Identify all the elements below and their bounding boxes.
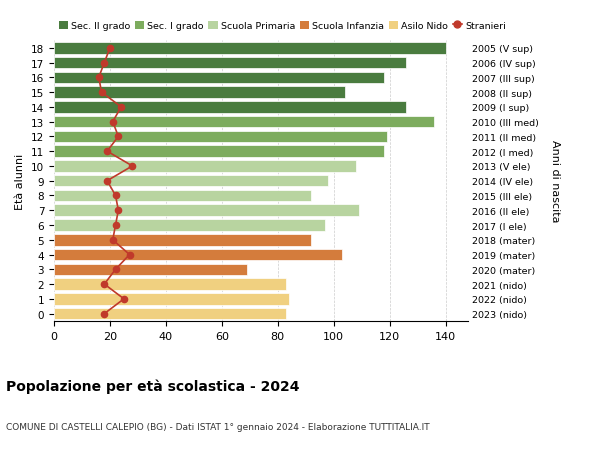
Bar: [54, 293, 289, 305]
Bar: [54, 43, 446, 55]
Legend: Sec. II grado, Sec. I grado, Scuola Primaria, Scuola Infanzia, Asilo Nido, Stran: Sec. II grado, Sec. I grado, Scuola Prim…: [59, 22, 506, 31]
Y-axis label: Età alunni: Età alunni: [16, 153, 25, 209]
Bar: [54, 249, 342, 261]
Bar: [54, 235, 311, 246]
Bar: [54, 146, 384, 157]
Bar: [54, 175, 328, 187]
Bar: [54, 161, 356, 172]
Bar: [54, 102, 406, 113]
Bar: [54, 220, 325, 231]
Bar: [54, 131, 387, 143]
Bar: [54, 308, 286, 319]
Bar: [54, 205, 359, 217]
Bar: [54, 117, 434, 128]
Bar: [54, 279, 286, 290]
Text: COMUNE DI CASTELLI CALEPIO (BG) - Dati ISTAT 1° gennaio 2024 - Elaborazione TUTT: COMUNE DI CASTELLI CALEPIO (BG) - Dati I…: [6, 422, 430, 431]
Bar: [54, 190, 311, 202]
Text: Popolazione per età scolastica - 2024: Popolazione per età scolastica - 2024: [6, 379, 299, 393]
Bar: [54, 264, 247, 275]
Bar: [54, 58, 406, 69]
Y-axis label: Anni di nascita: Anni di nascita: [550, 140, 560, 223]
Bar: [54, 73, 384, 84]
Bar: [54, 87, 345, 99]
